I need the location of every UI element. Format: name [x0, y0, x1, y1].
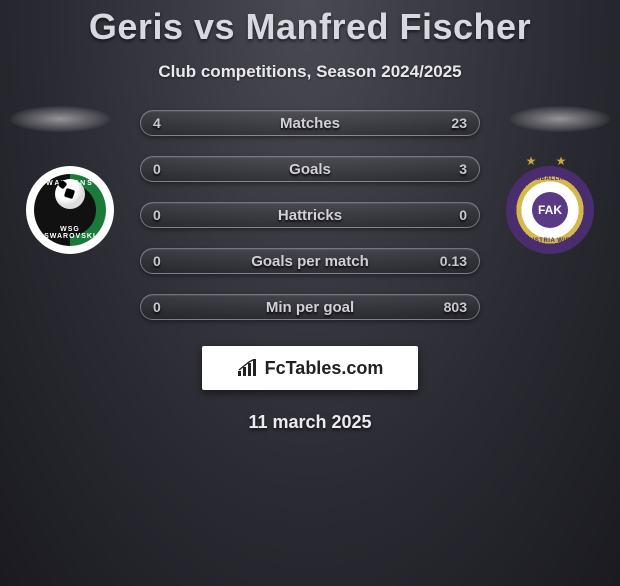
stat-label: Goals per match	[251, 253, 369, 270]
stat-label: Goals	[289, 161, 331, 178]
subtitle: Club competitions, Season 2024/2025	[0, 62, 620, 82]
team-right-badge-top: FUSSBALLKLUB	[506, 176, 594, 182]
stat-left-value: 0	[153, 253, 161, 269]
stat-right-value: 0.13	[440, 253, 467, 269]
stat-left-value: 0	[153, 161, 161, 177]
stat-label: Min per goal	[266, 299, 354, 316]
player-shadow-left	[10, 106, 110, 132]
stat-label: Matches	[280, 115, 340, 132]
comparison-content: WATTENS WSG SWAROVSKI ★ ★ FUSSBALLKLUB F…	[0, 110, 620, 433]
stat-label: Hattricks	[278, 207, 342, 224]
team-right-badge-bottom: AUSTRIA WIEN	[506, 238, 594, 244]
page-title: Geris vs Manfred Fischer	[0, 6, 620, 48]
soccer-ball-icon	[55, 179, 85, 209]
team-right-logo: ★ ★ FUSSBALLKLUB FAK AUSTRIA WIEN	[500, 166, 600, 266]
team-right-badge-center: FAK	[532, 192, 568, 228]
stat-bar: 0 Hattricks 0	[140, 202, 480, 228]
brand-box[interactable]: FcTables.com	[202, 346, 418, 390]
stat-right-value: 23	[451, 115, 467, 131]
stat-left-value: 4	[153, 115, 161, 131]
stat-right-value: 803	[444, 299, 467, 315]
stat-bar: 0 Goals per match 0.13	[140, 248, 480, 274]
team-left-badge-bottom: WSG SWAROVSKI	[34, 226, 106, 240]
stat-right-value: 3	[459, 161, 467, 177]
stat-bar: 0 Goals 3	[140, 156, 480, 182]
stat-left-value: 0	[153, 207, 161, 223]
chart-icon	[237, 359, 259, 377]
team-left-logo: WATTENS WSG SWAROVSKI	[20, 166, 120, 266]
stat-bar: 0 Min per goal 803	[140, 294, 480, 320]
brand-text: FcTables.com	[265, 358, 384, 379]
stat-left-value: 0	[153, 299, 161, 315]
stat-bar: 4 Matches 23	[140, 110, 480, 136]
date-label: 11 march 2025	[0, 412, 620, 433]
stat-right-value: 0	[459, 207, 467, 223]
player-shadow-right	[510, 106, 610, 132]
